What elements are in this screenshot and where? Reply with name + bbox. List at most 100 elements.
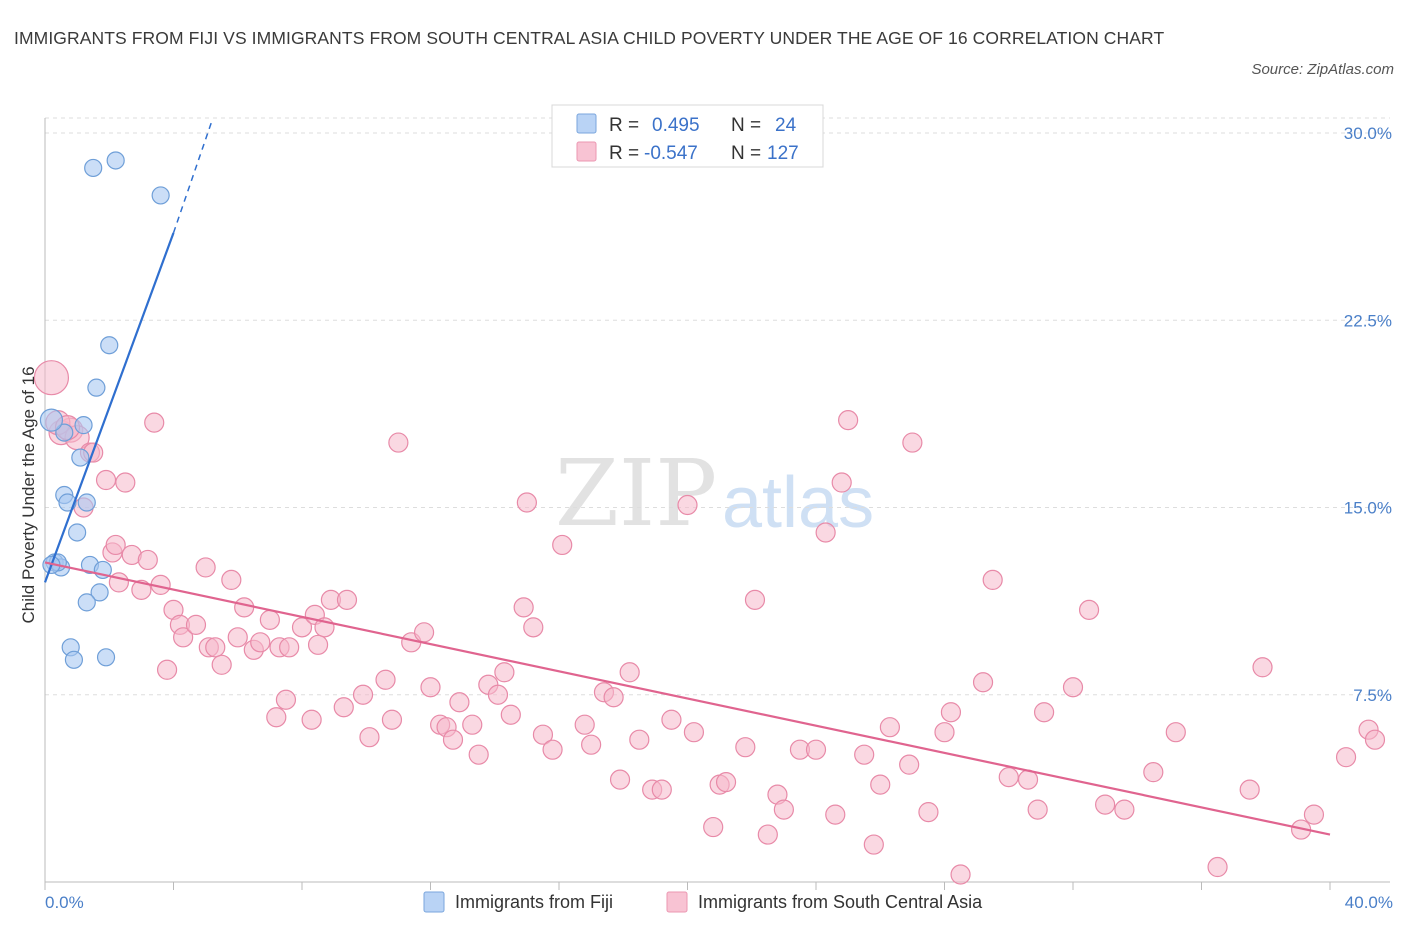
asia-point <box>279 637 300 658</box>
chart-title: IMMIGRANTS FROM FIJI VS IMMIGRANTS FROM … <box>14 28 1165 48</box>
fiji-point <box>84 158 103 178</box>
legend-asia-n-label: N = <box>731 143 761 164</box>
trend-lines <box>43 120 1331 836</box>
bottom-legend-swatch-fiji <box>423 891 445 913</box>
asia-point <box>137 549 158 571</box>
asia-point <box>744 589 766 610</box>
asia-point <box>661 709 682 730</box>
fiji-point <box>64 650 84 669</box>
asia-point <box>381 709 403 730</box>
asia-point <box>972 672 994 693</box>
asia-point <box>863 834 884 855</box>
y-tick-label: 22.5% <box>1344 311 1392 330</box>
asia-point <box>683 722 705 743</box>
asia-point <box>1364 729 1386 750</box>
asia-point <box>1027 799 1048 820</box>
fiji-trend-extension <box>172 120 213 234</box>
asia-point <box>336 589 358 610</box>
asia-point <box>173 627 194 648</box>
asia-point <box>227 627 248 648</box>
asia-point <box>195 557 216 578</box>
asia-point <box>825 804 846 825</box>
asia-point <box>899 754 920 775</box>
asia-point <box>1033 702 1055 723</box>
asia-point <box>735 737 756 758</box>
asia-points <box>33 360 1386 885</box>
legend-fiji-n-value: 24 <box>775 115 797 136</box>
asia-point <box>940 702 962 723</box>
asia-point <box>500 704 521 725</box>
asia-point <box>703 816 724 838</box>
fiji-point <box>87 378 106 397</box>
asia-point <box>619 662 640 683</box>
asia-point <box>1078 599 1100 620</box>
asia-point <box>1062 677 1084 698</box>
fiji-point <box>77 593 96 612</box>
asia-point <box>234 597 255 618</box>
fiji-point <box>106 151 125 170</box>
legend-fiji-n-label: N = <box>731 115 761 136</box>
fiji-point <box>90 583 109 602</box>
asia-point <box>1143 762 1164 783</box>
asia-point <box>603 687 624 708</box>
asia-point <box>805 739 827 760</box>
asia-point <box>275 689 297 710</box>
asia-point <box>185 614 207 635</box>
asia-point <box>1095 794 1116 815</box>
fiji-point <box>96 648 116 667</box>
asia-point <box>677 494 698 516</box>
asia-point <box>773 799 794 820</box>
y-axis-label: Child Poverty Under the Age of 16 <box>19 366 38 623</box>
legend-asia-r-value: -0.547 <box>644 143 698 164</box>
asia-point <box>352 684 374 705</box>
fiji-point <box>77 493 96 512</box>
asia-point <box>950 864 971 885</box>
asia-point <box>838 410 859 431</box>
asia-point <box>442 729 464 750</box>
asia-point <box>982 569 1003 591</box>
legend-asia-r-label: R = <box>609 143 639 164</box>
bottom-legend-fiji: Immigrants from Fiji <box>455 892 613 912</box>
asia-point <box>629 729 650 750</box>
fiji-point <box>74 416 93 435</box>
asia-point <box>205 637 226 658</box>
asia-point <box>918 801 939 823</box>
y-tick-label: 7.5% <box>1353 686 1392 705</box>
asia-point <box>1165 722 1186 743</box>
asia-point <box>33 360 70 396</box>
asia-trend-line <box>44 561 1331 836</box>
asia-point <box>250 632 271 653</box>
fiji-point <box>151 186 170 205</box>
asia-point <box>516 492 537 513</box>
asia-point <box>144 412 165 433</box>
asia-point <box>420 677 441 698</box>
source-label: Source: ZipAtlas.com <box>1251 61 1394 78</box>
asia-point <box>854 744 875 765</box>
fiji-point <box>39 408 64 432</box>
asia-point <box>998 767 1019 788</box>
asia-point <box>307 634 329 655</box>
asia-point <box>815 522 836 543</box>
asia-point <box>333 697 354 718</box>
asia-point <box>301 709 322 730</box>
x-tick-label-end: 40.0% <box>1345 893 1393 912</box>
asia-point <box>902 432 923 453</box>
asia-point <box>221 569 242 591</box>
asia-point <box>523 617 544 638</box>
legend-asia-n-value: 127 <box>767 143 799 164</box>
asia-point <box>1207 856 1228 878</box>
asia-point <box>95 469 117 491</box>
y-tick-label: 30.0% <box>1344 124 1392 143</box>
asia-point <box>1252 657 1273 678</box>
bottom-legend-swatch-asia <box>666 891 688 913</box>
asia-point <box>131 579 152 600</box>
asia-point <box>542 739 563 760</box>
asia-point <box>211 654 232 675</box>
legend-swatch-fiji <box>576 113 597 134</box>
asia-point <box>259 609 280 630</box>
bottom-legend: Immigrants from Fiji Immigrants from Sou… <box>423 891 983 913</box>
watermark-atlas: atlas <box>722 463 874 543</box>
gridlines: 7.5% 15.0% 22.5% 30.0% <box>45 117 1392 705</box>
legend-fiji-r-value: 0.495 <box>652 115 700 136</box>
asia-point <box>934 722 955 743</box>
